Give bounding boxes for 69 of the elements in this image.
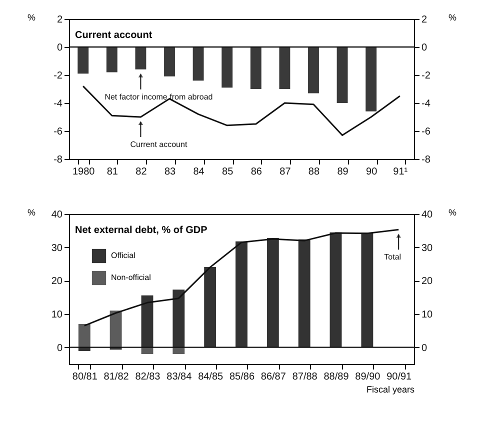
legend-label: Non-official	[111, 273, 152, 282]
y-tick-label: -6	[54, 126, 63, 138]
y-tick-label: 30	[51, 242, 63, 254]
y2-tick-label: -2	[422, 70, 431, 82]
x-tick-label: 86	[250, 166, 262, 178]
y2-axis-title: %	[448, 208, 457, 218]
x-tick-label: 83/84	[166, 372, 192, 382]
bar	[172, 290, 185, 348]
x-tick-label: 84	[193, 166, 205, 178]
x-tick-label: 82/83	[135, 372, 161, 382]
bar	[298, 239, 310, 348]
text: Net external debt, % of GDP	[75, 225, 208, 236]
bar	[141, 295, 154, 348]
y-axis-title: %	[27, 208, 36, 218]
x-tick-label: 83	[164, 166, 176, 178]
text: Current account	[75, 30, 153, 41]
x-tick-label: 1980	[72, 166, 96, 178]
x-tick-label: 87/88	[292, 372, 318, 382]
y-tick-label: -4	[54, 98, 63, 110]
x-tick-label: 86/87	[260, 372, 286, 382]
x-tick-label: 88	[308, 166, 320, 178]
y2-tick-label: 2	[422, 14, 428, 26]
y-tick-label: 20	[51, 276, 63, 288]
y2-tick-label: -4	[422, 98, 431, 110]
x-tick-label: 81/82	[104, 372, 130, 382]
x-tick-label: 87	[280, 166, 292, 178]
bar	[110, 310, 122, 348]
y-tick-label: -8	[54, 154, 63, 166]
bar	[330, 232, 342, 348]
legend-label: Official	[111, 251, 136, 260]
line-series	[82, 85, 401, 136]
bar	[266, 238, 279, 348]
annotation: Total	[384, 252, 402, 262]
y2-tick-label: -8	[422, 154, 431, 166]
bar	[78, 324, 90, 348]
bar	[361, 232, 374, 348]
y2-tick-label: 10	[422, 310, 434, 320]
x-axis-title: Fiscal years	[366, 384, 415, 394]
x-tick-label: 85/86	[229, 372, 255, 382]
bar	[236, 241, 248, 348]
y2-tick-label: 40	[422, 210, 434, 220]
x-tick-label: 90	[366, 166, 378, 178]
bar	[172, 347, 185, 354]
y-axis-title: %	[27, 12, 36, 22]
x-tick-label: 84/85	[198, 372, 224, 382]
y2-tick-label: 30	[422, 242, 434, 254]
x-tick-label: 85	[222, 166, 234, 178]
x-tick-label: 91¹	[393, 166, 408, 178]
y2-tick-label: 0	[422, 42, 428, 54]
y2-tick-label: 20	[422, 276, 434, 288]
y2-tick-label: 0	[422, 342, 428, 354]
x-tick-label: 90/91	[386, 372, 412, 382]
x-tick-label: 82	[136, 166, 148, 178]
x-tick-label: 89/90	[355, 372, 381, 382]
y-tick-label: 10	[51, 310, 63, 320]
bar	[204, 267, 216, 348]
y2-tick-label: -6	[422, 126, 431, 138]
annotation: Net factor income from abroad	[104, 92, 213, 102]
y2-axis-title: %	[448, 12, 457, 22]
annotation: Current account	[130, 140, 188, 149]
y-tick-label: 2	[56, 14, 63, 26]
y-tick-label: 0	[56, 342, 63, 354]
x-tick-label: 81	[106, 166, 118, 178]
y-tick-label: 40	[51, 210, 63, 220]
x-tick-label: 80/81	[72, 372, 98, 382]
x-tick-label: 88/89	[324, 372, 350, 382]
y-tick-label: 0	[56, 42, 63, 54]
x-tick-label: 89	[337, 166, 349, 178]
y-tick-label: -2	[54, 70, 63, 82]
